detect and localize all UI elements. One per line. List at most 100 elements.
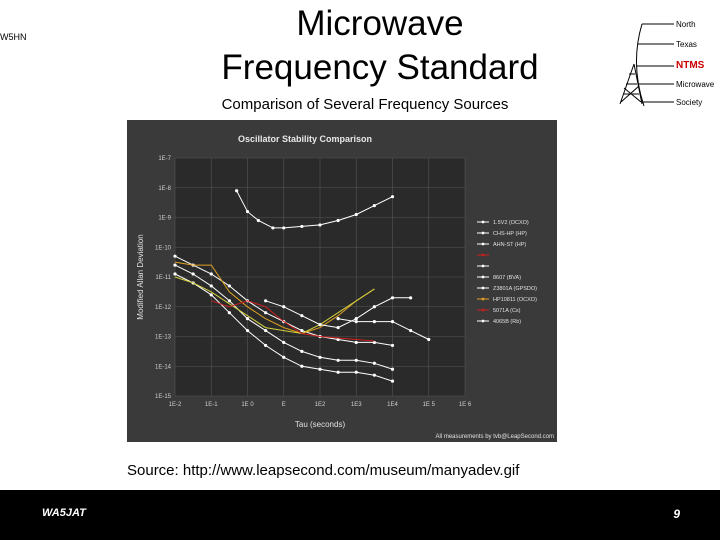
y-tick-labels: 1E-7 1E-8 1E-9 1E-10 1E-11 1E-12 1E-13 1E-14 1E-… <box>155 156 172 400</box>
footer-bar <box>0 490 720 540</box>
series-point <box>282 226 286 230</box>
series-point <box>409 328 413 333</box>
series-point <box>191 272 195 276</box>
y-tick-label: 1E-14 <box>155 364 172 370</box>
series-point <box>372 361 376 365</box>
legend-marker <box>481 242 485 246</box>
legend-marker <box>481 319 485 323</box>
series-point <box>300 224 304 229</box>
legend-label: 1.5V2 (OCXO) <box>493 220 529 226</box>
series-point <box>282 355 286 359</box>
x-tick-label: 1E2 <box>315 402 326 408</box>
callsign-label: W5HN <box>0 32 27 42</box>
legend-label: HP10811 (OCXO) <box>493 297 537 303</box>
series-point <box>318 223 322 227</box>
series-point <box>354 320 358 324</box>
series-point <box>300 314 304 318</box>
series-point <box>300 364 304 368</box>
series-point <box>354 358 358 362</box>
series-point <box>427 337 431 342</box>
legend-label: 4065B (Rb) <box>493 319 521 325</box>
x-tick-label: 1E-2 <box>169 402 182 408</box>
y-tick-label: 1E-8 <box>158 186 171 192</box>
series-point <box>336 337 340 342</box>
x-axis-label: Tau (seconds) <box>295 420 346 429</box>
x-tick-label: 1E 0 <box>241 402 254 408</box>
series-point <box>390 367 395 371</box>
logo-ntms: NTMS <box>676 60 705 71</box>
author-callsign: WA5JAT <box>42 507 86 519</box>
series-point <box>245 317 250 321</box>
series-point <box>372 373 376 377</box>
series-point <box>390 343 395 348</box>
series-point <box>372 305 376 309</box>
slide-title: Microwave Frequency Standard <box>190 2 570 90</box>
logo-texas: Texas <box>676 40 697 49</box>
legend-marker <box>481 264 485 268</box>
slide-subtitle: Comparison of Several Frequency Sources <box>221 96 509 113</box>
series-point <box>354 317 358 321</box>
legend-label: 5071A (Cs) <box>493 308 521 314</box>
series-point <box>173 263 177 267</box>
legend: 1.5V2 (OCXO) CHS-HP (HP) AHN-ST (HP) 8607 (… <box>477 220 537 325</box>
title-line-2: Frequency Standard <box>221 48 539 87</box>
y-axis-label: Modified Allan Deviation <box>136 234 145 319</box>
legend-marker <box>481 286 485 290</box>
series-point <box>390 296 395 300</box>
series-point <box>264 311 268 315</box>
series-point <box>264 328 268 333</box>
series-point <box>336 317 340 321</box>
y-tick-label: 1E-10 <box>155 245 172 251</box>
series-point <box>318 367 322 371</box>
series-point <box>354 370 358 374</box>
y-tick-label: 1E-7 <box>158 156 171 162</box>
series-point <box>336 325 340 330</box>
series-point <box>209 272 213 276</box>
x-tick-label: 1E4 <box>387 402 398 408</box>
series-point <box>235 189 239 193</box>
logo-society: Society <box>676 98 702 107</box>
series-line-9 <box>338 318 430 340</box>
logo-north: North <box>676 20 696 29</box>
series-line-6 <box>174 276 375 335</box>
series-point <box>336 218 340 223</box>
page-number: 9 <box>673 507 680 521</box>
series-line-7 <box>211 300 375 342</box>
x-tick-label: 1E3 <box>351 402 362 408</box>
series-point <box>390 320 395 324</box>
series-point <box>264 299 268 303</box>
series-point <box>336 358 340 362</box>
series-point <box>227 284 231 288</box>
source-citation: Source: http://www.leapsecond.com/museum… <box>127 462 520 479</box>
title-line-1: Microwave <box>296 4 464 43</box>
x-tick-label: 1E 5 <box>423 402 436 408</box>
legend-marker <box>481 253 485 257</box>
chart-credit: All measurements by tvb@LeapSecond.com <box>436 434 554 440</box>
series-point <box>300 349 304 353</box>
x-tick-label: 1E 6 <box>459 402 472 408</box>
radio-tower-icon <box>619 23 674 107</box>
chart-title: Oscillator Stability Comparison <box>238 134 372 144</box>
series-point <box>354 340 358 345</box>
series-point <box>354 212 358 217</box>
series-point <box>271 226 275 230</box>
x-tick-label: E <box>282 402 286 408</box>
series-point <box>245 209 250 214</box>
y-tick-label: 1E-15 <box>155 394 172 400</box>
legend-label: CHS-HP (HP) <box>493 231 527 237</box>
series-point <box>173 254 177 258</box>
series-point <box>336 370 340 374</box>
y-tick-label: 1E-13 <box>155 335 172 341</box>
series-point <box>209 293 213 297</box>
series-point <box>264 343 268 348</box>
series-point <box>372 340 376 345</box>
y-tick-label: 1E-9 <box>158 216 171 222</box>
x-tick-labels: 1E-2 1E-1 1E 0 E 1E2 1E3 1E4 1E 5 1E 6 <box>169 402 472 408</box>
series-layer <box>173 189 431 383</box>
y-tick-label: 1E-11 <box>155 275 171 281</box>
oscillator-stability-chart: Oscillator Stability Comparison 1E-2 1E-1… <box>127 120 557 442</box>
series-point <box>390 195 395 199</box>
series-point <box>227 299 231 303</box>
series-point <box>300 328 304 333</box>
legend-marker <box>481 275 485 279</box>
